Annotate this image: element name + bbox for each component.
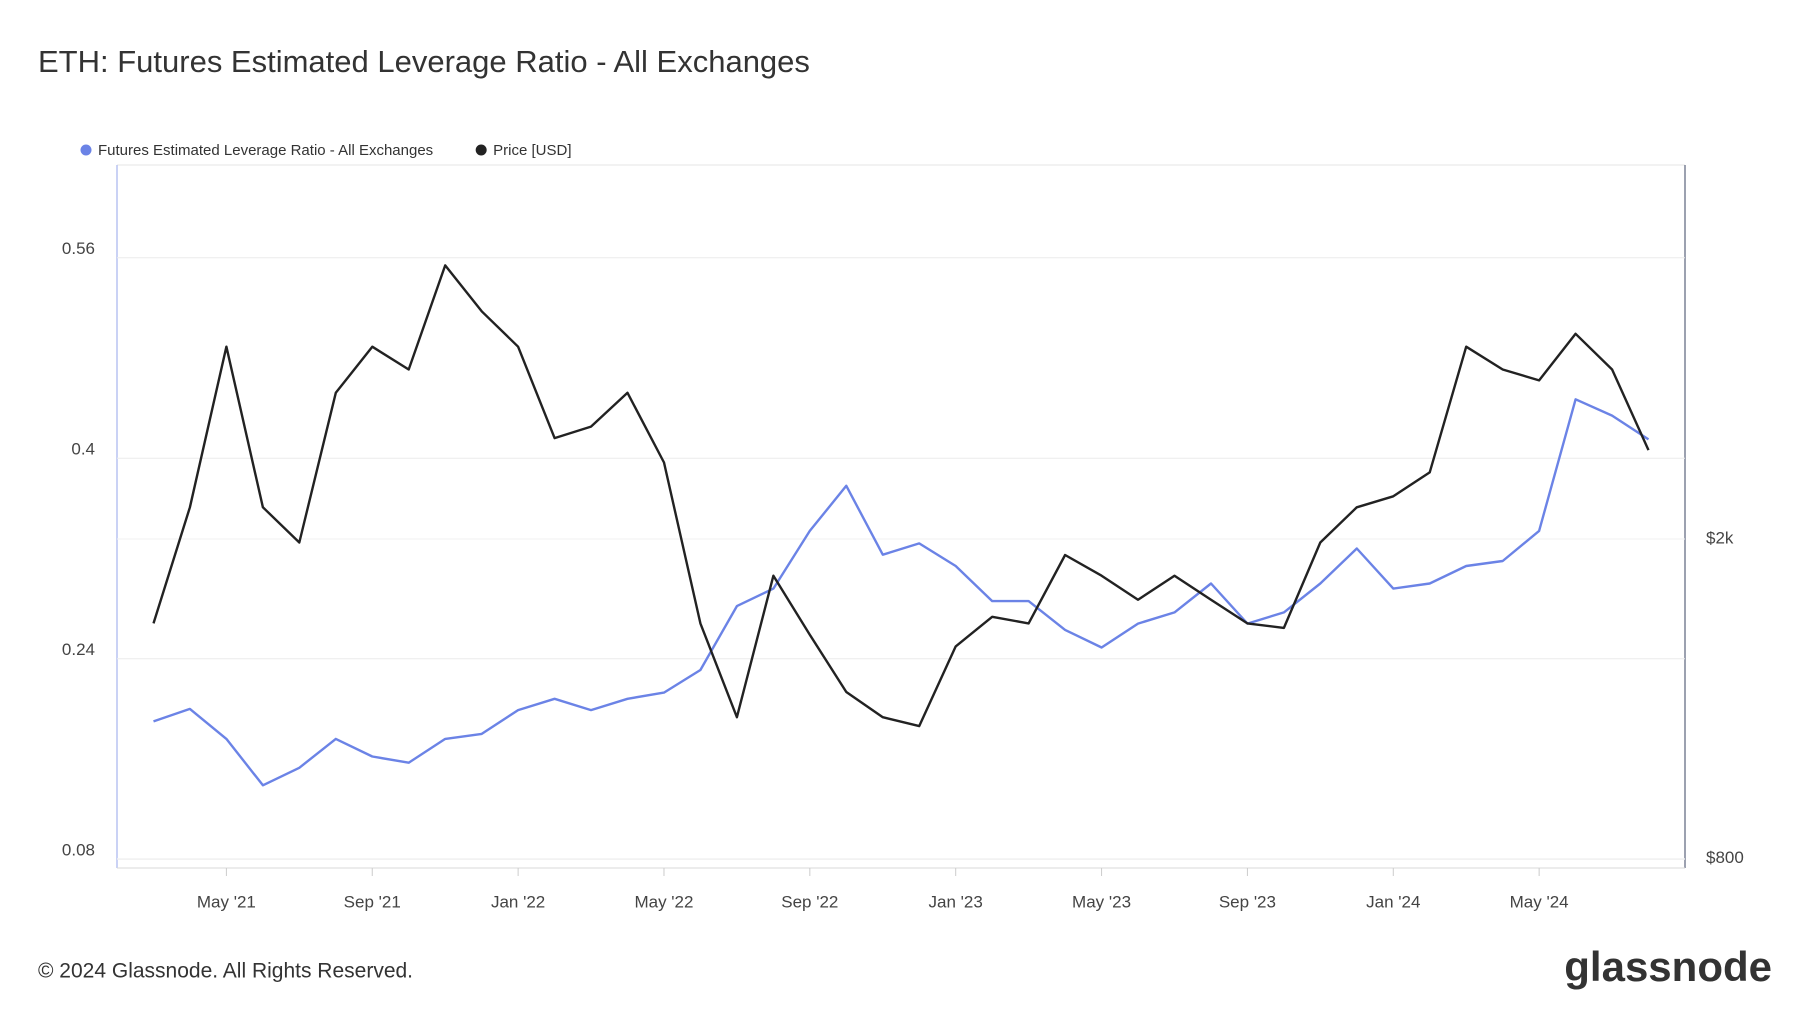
x-tick-label: May '22 [634,892,693,911]
x-tick-label: Sep '23 [1219,892,1276,911]
y-tick-label: 0.4 [71,440,95,459]
x-tick-label: Sep '21 [344,892,401,911]
y-tick-label: 0.24 [62,640,95,659]
x-tick-label: Jan '23 [929,892,983,911]
legend-marker [80,144,92,156]
x-tick-label: Sep '22 [781,892,838,911]
chart-title: ETH: Futures Estimated Leverage Ratio - … [38,44,810,79]
x-tick-label: May '21 [197,892,256,911]
brand-logo: glassnode [1564,943,1772,990]
legend-label: Price [USD] [493,142,571,159]
series-line [153,398,1650,787]
series-line [152,264,1650,728]
legend-label: Futures Estimated Leverage Ratio - All E… [98,142,433,159]
y2-tick-label: $2k [1706,528,1734,547]
x-tick-label: Jan '24 [1366,892,1420,911]
footer-credit: © 2024 Glassnode. All Rights Reserved. [38,960,413,983]
x-tick-label: May '24 [1510,892,1569,911]
x-tick-label: May '23 [1072,892,1131,911]
y2-tick-label: $800 [1706,848,1744,867]
x-tick-label: Jan '22 [491,892,545,911]
legend-marker [475,144,487,156]
y-tick-label: 0.56 [62,239,95,258]
y-tick-label: 0.08 [62,841,95,860]
